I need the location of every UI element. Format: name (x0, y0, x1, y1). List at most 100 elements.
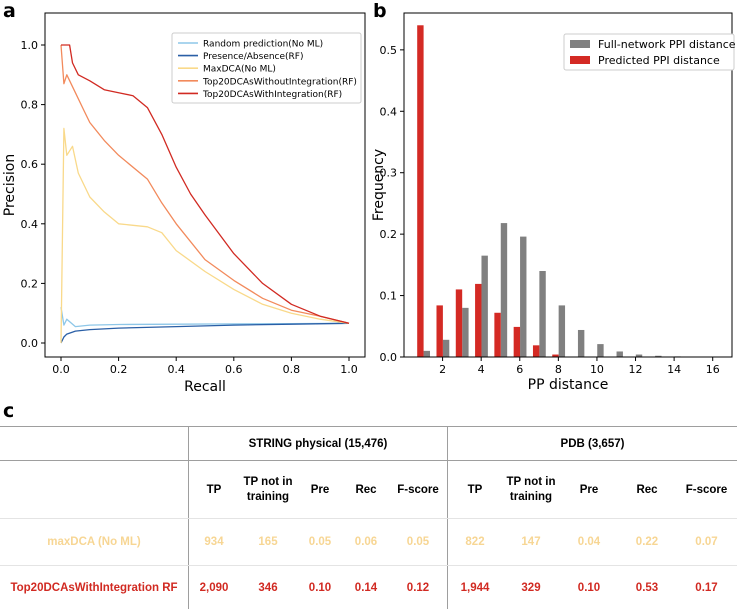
column-header-blank (0, 461, 189, 519)
x-tick-label: 0.8 (283, 363, 301, 376)
y-axis-label: Frequency (371, 149, 387, 221)
bar-full-network (462, 308, 468, 357)
col-header-pre: Pre (560, 461, 618, 519)
x-axis-label: PP distance (528, 377, 609, 393)
x-axis-label: Recall (184, 379, 226, 395)
bar-full-network (443, 340, 449, 357)
x-tick-label: 4 (478, 363, 485, 376)
y-tick-label: 0.6 (21, 158, 39, 171)
legend-label: Top20DCAsWithoutIntegration(RF) (202, 77, 357, 87)
y-tick-label: 0.4 (380, 105, 398, 118)
bar-full-network (559, 305, 565, 357)
legend-label: Full-network PPI distance (598, 38, 736, 51)
table-cell: 0.05 (389, 519, 448, 566)
series-line-2 (61, 323, 349, 343)
bar-full-network (481, 256, 487, 357)
table-cell: 346 (239, 566, 297, 609)
col-header-fscore: F-score (676, 461, 737, 519)
bar-predicted (514, 327, 520, 357)
legend-label: Presence/Absence(RF) (203, 52, 304, 62)
y-tick-label: 0.5 (380, 44, 398, 57)
table-cell: 329 (502, 566, 560, 609)
y-tick-label: 0.0 (380, 351, 398, 364)
bar-full-network (424, 351, 430, 357)
x-tick-label: 12 (629, 363, 643, 376)
x-tick-label: 2 (439, 363, 446, 376)
x-tick-label: 8 (555, 363, 562, 376)
precision-recall-chart: 0.0 0.2 0.4 0.6 0.8 1.0 0.0 0.2 0.4 0.6 0.8 1.0 Reca… (0, 0, 370, 400)
y-tick-label: 0.1 (380, 290, 398, 303)
table-cell: 1,944 (448, 566, 503, 609)
panel-label-c: c (3, 400, 14, 422)
x-tick-label: 14 (667, 363, 681, 376)
table-row-top20dcas: Top20DCAsWithIntegration RF 2,090 346 0.… (0, 566, 737, 609)
col-header-rec: Rec (343, 461, 389, 519)
bar-full-network (578, 330, 584, 357)
row-label-top20dcas: Top20DCAsWithIntegration RF (0, 566, 189, 609)
bar-full-network (539, 271, 545, 357)
y-tick-label: 0.2 (21, 277, 39, 290)
x-tick-label: 0.6 (225, 363, 243, 376)
x-tick-label: 6 (516, 363, 523, 376)
y-tick-label: 0.2 (380, 228, 398, 241)
group-header-pdb: PDB (3,657) (448, 427, 738, 461)
x-tick-label: 1.0 (340, 363, 358, 376)
legend-swatch (570, 56, 590, 64)
bar-full-network (520, 237, 526, 357)
bar-full-network (597, 344, 603, 357)
x-tick-label: 0.2 (110, 363, 128, 376)
x-tick-label: 10 (590, 363, 604, 376)
corner-cell (0, 427, 189, 461)
bar-full-network (617, 351, 623, 357)
table-cell: 0.04 (560, 519, 618, 566)
legend-label: Random prediction(No ML) (203, 40, 323, 50)
bar-full-network (501, 223, 507, 357)
group-header-string: STRING physical (15,476) (189, 427, 448, 461)
col-header-rec: Rec (618, 461, 676, 519)
table-cell: 0.12 (389, 566, 448, 609)
table-row-maxdca: maxDCA (No ML) 934 165 0.05 0.06 0.05 82… (0, 519, 737, 566)
group-header-row: STRING physical (15,476) PDB (3,657) (0, 427, 737, 461)
column-header-row: TP TP not in training Pre Rec F-score TP… (0, 461, 737, 519)
bar-predicted (436, 305, 442, 357)
table-cell: 0.05 (297, 519, 343, 566)
table-cell: 0.14 (343, 566, 389, 609)
x-tick-label: 0.4 (167, 363, 185, 376)
table-cell: 0.22 (618, 519, 676, 566)
row-label-maxdca: maxDCA (No ML) (0, 519, 189, 566)
y-tick-label: 0.4 (21, 218, 39, 231)
col-header-tp-not-in-training: TP not in training (502, 461, 560, 519)
col-header-tp: TP (189, 461, 240, 519)
table-cell: 165 (239, 519, 297, 566)
table-cell: 0.06 (343, 519, 389, 566)
x-tick-label: 0.0 (52, 363, 70, 376)
table-cell: 0.10 (560, 566, 618, 609)
y-tick-label: 0.8 (21, 99, 39, 112)
bar-predicted (494, 313, 500, 357)
table-cell: 0.53 (618, 566, 676, 609)
table-cell: 0.10 (297, 566, 343, 609)
legend-label: MaxDCA(No ML) (203, 65, 276, 75)
col-header-fscore: F-score (389, 461, 448, 519)
col-header-tp: TP (448, 461, 503, 519)
bar-predicted (456, 289, 462, 357)
table-cell: 822 (448, 519, 503, 566)
y-axis-label: Precision (2, 154, 18, 216)
results-table: STRING physical (15,476) PDB (3,657) TP … (0, 426, 737, 609)
y-tick-label: 0.0 (21, 337, 39, 350)
table-cell: 934 (189, 519, 240, 566)
x-tick-label: 16 (706, 363, 720, 376)
table-cell: 0.07 (676, 519, 737, 566)
table-cell: 2,090 (189, 566, 240, 609)
bar-predicted (533, 345, 539, 357)
table-cell: 0.17 (676, 566, 737, 609)
col-header-pre: Pre (297, 461, 343, 519)
legend-label: Top20DCAsWithIntegration(RF) (202, 90, 342, 100)
bar-predicted (417, 25, 423, 357)
bar-predicted (475, 284, 481, 357)
col-header-tp-not-in-training: TP not in training (239, 461, 297, 519)
results-table-container: STRING physical (15,476) PDB (3,657) TP … (0, 426, 738, 606)
legend-swatch (570, 40, 590, 48)
y-tick-label: 1.0 (21, 39, 39, 52)
